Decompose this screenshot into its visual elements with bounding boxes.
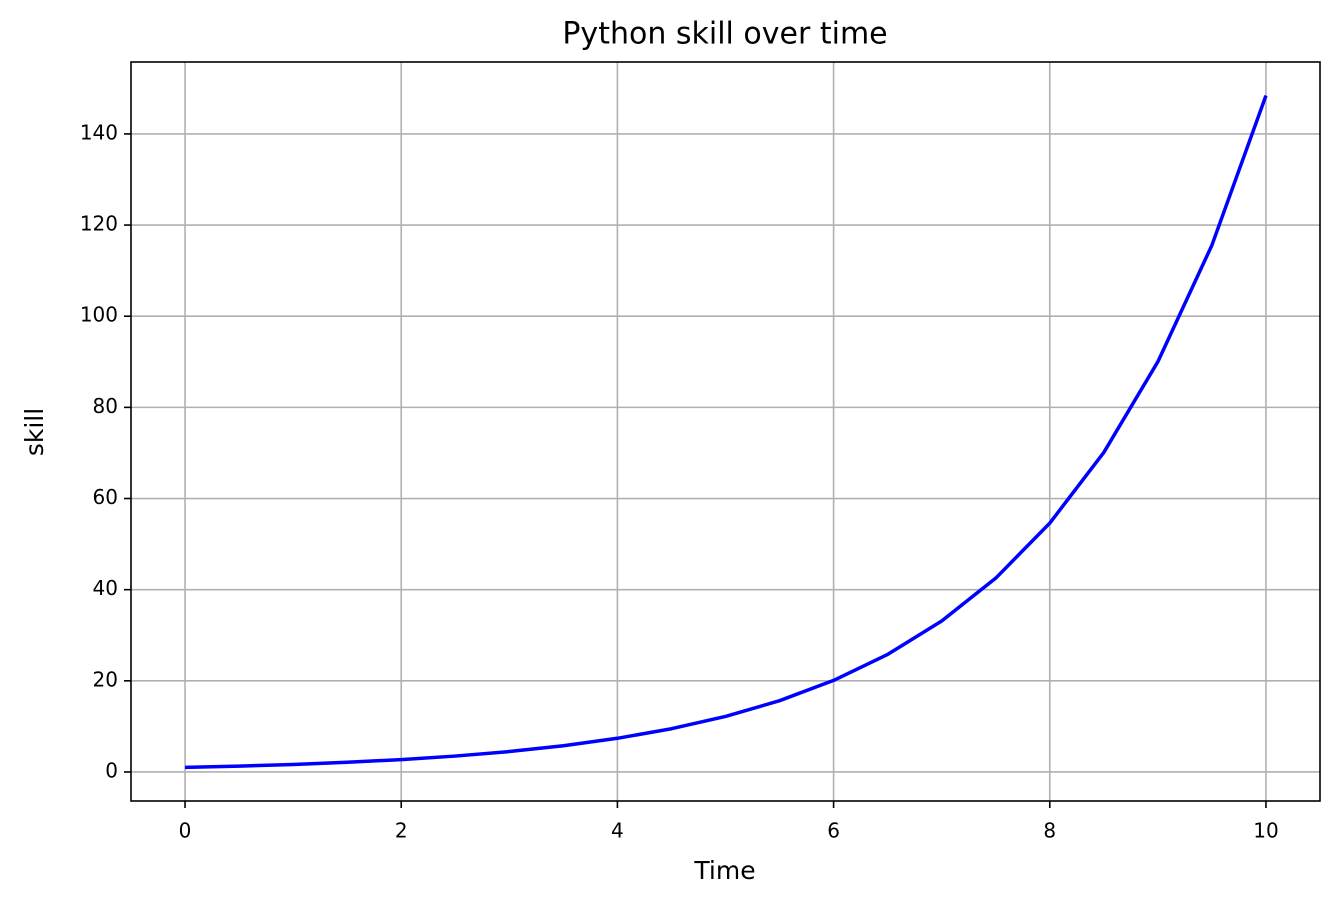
y-tick-label: 20 — [93, 667, 118, 691]
y-axis-label: skill — [20, 408, 49, 456]
y-tick-label: 80 — [93, 394, 118, 418]
y-tick-label: 0 — [105, 758, 118, 782]
x-tick-label: 4 — [611, 819, 624, 843]
plot-frame — [130, 61, 1321, 802]
y-tick-label: 120 — [80, 212, 118, 236]
x-tick-label: 8 — [1043, 819, 1056, 843]
x-tick-label: 10 — [1253, 819, 1278, 843]
x-tick-label: 2 — [395, 819, 408, 843]
y-tick-label: 60 — [93, 485, 118, 509]
y-tick-label: 140 — [80, 120, 118, 144]
y-tick-label: 100 — [80, 303, 118, 327]
y-tick-label: 40 — [93, 576, 118, 600]
line-series — [185, 94, 1268, 770]
chart-title: Python skill over time — [562, 17, 887, 52]
x-tick-label: 0 — [179, 819, 192, 843]
x-tick-label: 6 — [827, 819, 840, 843]
x-axis-label: Time — [693, 856, 755, 885]
